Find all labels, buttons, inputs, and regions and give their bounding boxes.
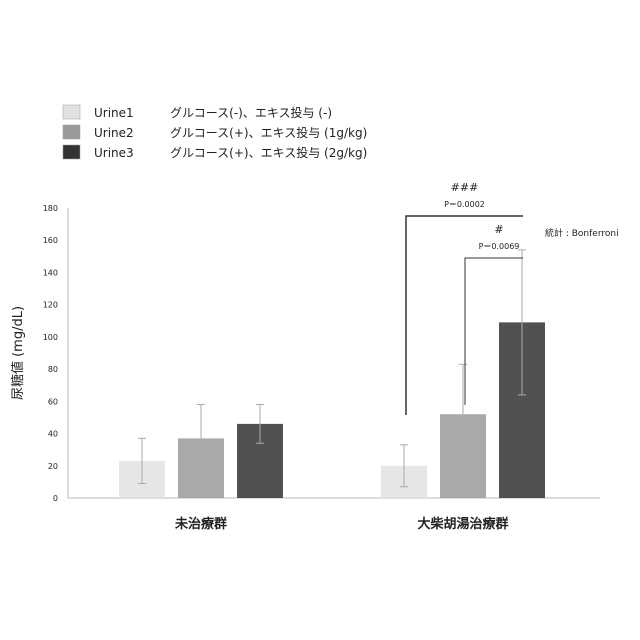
legend-name: Urine3 <box>94 146 134 160</box>
y-tick-label: 40 <box>48 430 58 439</box>
y-tick-label: 160 <box>43 236 58 245</box>
bar-chart: 0 20 40 60 80 100 120 140 160 180 尿糖値 (mg/dL) Urine… <box>0 0 640 640</box>
category-label: 未治療群 <box>174 516 227 532</box>
legend-swatch <box>63 125 80 139</box>
legend-label: グルコース(-)、エキス投与 (-) <box>170 105 332 120</box>
y-axis-label: 尿糖値 (mg/dL) <box>10 306 26 400</box>
legend-swatch <box>63 145 80 159</box>
y-tick-label: 100 <box>43 333 58 342</box>
legend-name: Urine1 <box>94 106 134 120</box>
legend-label: グルコース(+)、エキス投与 (2g/kg) <box>170 145 367 160</box>
legend-label: グルコース(+)、エキス投与 (1g/kg) <box>170 125 367 140</box>
y-tick-label: 120 <box>43 301 58 310</box>
stats-note: 統計 : Bonferroni <box>545 227 619 239</box>
legend-swatch <box>63 105 80 119</box>
y-tick-label: 80 <box>48 365 58 374</box>
y-tick-label: 180 <box>43 204 58 213</box>
y-tick-label: 140 <box>43 268 58 277</box>
significance-mark: # <box>494 223 503 236</box>
significance-mark: ### <box>451 181 479 194</box>
chart: 0 20 40 60 80 100 120 140 160 180 尿糖値 (mg/dL) Urine… <box>0 0 640 640</box>
y-tick-label: 60 <box>48 397 58 406</box>
p-value: P＝0.0002 <box>444 200 485 209</box>
y-tick-label: 0 <box>53 494 58 503</box>
category-label: 大柴胡湯治療群 <box>417 516 508 532</box>
legend-name: Urine2 <box>94 126 134 140</box>
p-value: P＝0.0069 <box>479 242 520 251</box>
y-tick-label: 20 <box>48 462 58 471</box>
